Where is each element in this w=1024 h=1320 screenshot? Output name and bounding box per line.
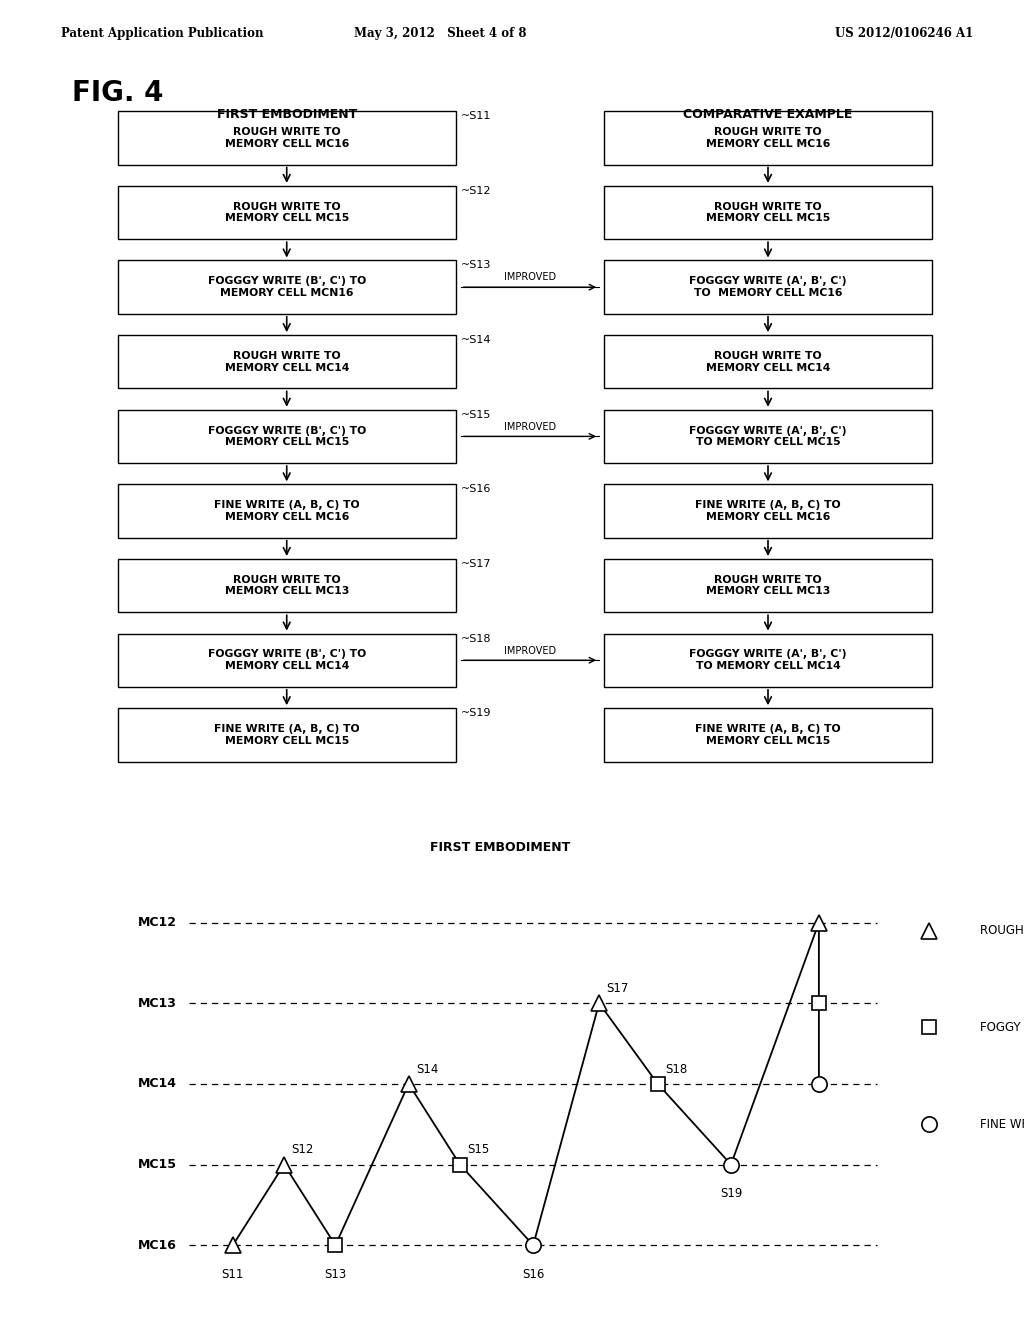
Text: FIRST EMBODIMENT: FIRST EMBODIMENT	[217, 108, 356, 121]
Text: FOGGGY WRITE (B', C') TO
MEMORY CELL MCN16: FOGGGY WRITE (B', C') TO MEMORY CELL MCN…	[208, 276, 366, 298]
Text: FOGGGY WRITE (A', B', C')
TO  MEMORY CELL MC16: FOGGGY WRITE (A', B', C') TO MEMORY CELL…	[689, 276, 847, 298]
Text: MC16: MC16	[138, 1238, 177, 1251]
Text: S17: S17	[606, 982, 629, 995]
Text: ROUGH WRITE TO
MEMORY CELL MC15: ROUGH WRITE TO MEMORY CELL MC15	[224, 202, 349, 223]
Text: FOGGY WRITE: FOGGY WRITE	[980, 1020, 1024, 1034]
Bar	[118, 186, 456, 239]
Text: S14: S14	[416, 1063, 438, 1076]
Text: FINE WRITE (A, B, C) TO
MEMORY CELL MC16: FINE WRITE (A, B, C) TO MEMORY CELL MC16	[695, 500, 841, 521]
Text: IMPROVED: IMPROVED	[504, 272, 556, 282]
Text: MC12: MC12	[138, 916, 177, 929]
Text: S11: S11	[221, 1267, 244, 1280]
Text: COMPARATIVE EXAMPLE: COMPARATIVE EXAMPLE	[683, 108, 853, 121]
Bar	[118, 634, 456, 686]
Text: S15: S15	[467, 1143, 489, 1156]
Bar	[604, 186, 932, 239]
Bar	[118, 111, 456, 165]
Bar	[118, 260, 456, 314]
Text: FINE WRITE (A, B, C) TO
MEMORY CELL MC15: FINE WRITE (A, B, C) TO MEMORY CELL MC15	[214, 725, 359, 746]
Bar	[604, 708, 932, 762]
Bar	[604, 335, 932, 388]
Text: FOGGGY WRITE (B', C') TO
MEMORY CELL MC14: FOGGGY WRITE (B', C') TO MEMORY CELL MC1…	[208, 649, 366, 671]
Text: MC14: MC14	[138, 1077, 177, 1090]
Text: FOGGGY WRITE (A', B', C')
TO MEMORY CELL MC14: FOGGGY WRITE (A', B', C') TO MEMORY CELL…	[689, 649, 847, 671]
Text: ~S16: ~S16	[461, 484, 492, 494]
Bar	[118, 558, 456, 612]
Text: ~S19: ~S19	[461, 708, 492, 718]
Text: May 3, 2012   Sheet 4 of 8: May 3, 2012 Sheet 4 of 8	[354, 26, 526, 40]
Text: IMPROVED: IMPROVED	[504, 421, 556, 432]
Text: S18: S18	[665, 1063, 687, 1076]
Text: S13: S13	[325, 1267, 346, 1280]
Text: FOGGGY WRITE (B', C') TO
MEMORY CELL MC15: FOGGGY WRITE (B', C') TO MEMORY CELL MC1…	[208, 425, 366, 447]
Bar	[604, 409, 932, 463]
Bar	[604, 111, 932, 165]
Text: S12: S12	[292, 1143, 313, 1156]
Bar	[604, 558, 932, 612]
Text: ROUGH WRITE TO
MEMORY CELL MC14: ROUGH WRITE TO MEMORY CELL MC14	[706, 351, 830, 372]
Text: MC13: MC13	[138, 997, 177, 1010]
Text: ~S12: ~S12	[461, 186, 492, 195]
Text: ROUGH WRITE TO
MEMORY CELL MC15: ROUGH WRITE TO MEMORY CELL MC15	[706, 202, 830, 223]
Text: S16: S16	[522, 1267, 545, 1280]
Bar	[604, 634, 932, 686]
Text: MC15: MC15	[138, 1158, 177, 1171]
Text: S19: S19	[720, 1187, 742, 1200]
Text: ~S14: ~S14	[461, 335, 492, 345]
Text: FINE WRITE: FINE WRITE	[980, 1118, 1024, 1131]
Text: FINE WRITE (A, B, C) TO
MEMORY CELL MC16: FINE WRITE (A, B, C) TO MEMORY CELL MC16	[214, 500, 359, 521]
Bar	[118, 484, 456, 537]
Text: IMPROVED: IMPROVED	[504, 645, 556, 656]
Text: ~S13: ~S13	[461, 260, 492, 271]
Text: ~S11: ~S11	[461, 111, 492, 121]
Text: FINE WRITE (A, B, C) TO
MEMORY CELL MC15: FINE WRITE (A, B, C) TO MEMORY CELL MC15	[695, 725, 841, 746]
Bar	[604, 484, 932, 537]
Bar	[604, 260, 932, 314]
Text: ~S15: ~S15	[461, 409, 492, 420]
Text: Patent Application Publication: Patent Application Publication	[61, 26, 264, 40]
Text: FIRST EMBODIMENT: FIRST EMBODIMENT	[430, 841, 570, 854]
Text: ~S17: ~S17	[461, 558, 492, 569]
Text: FIG. 4: FIG. 4	[72, 79, 163, 107]
Text: ROUGH WRITE TO
MEMORY CELL MC13: ROUGH WRITE TO MEMORY CELL MC13	[224, 574, 349, 597]
Text: ROUGH WRITE TO
MEMORY CELL MC13: ROUGH WRITE TO MEMORY CELL MC13	[706, 574, 830, 597]
Bar	[118, 708, 456, 762]
Bar	[118, 409, 456, 463]
Text: US 2012/0106246 A1: US 2012/0106246 A1	[835, 26, 973, 40]
Text: FOGGGY WRITE (A', B', C')
TO MEMORY CELL MC15: FOGGGY WRITE (A', B', C') TO MEMORY CELL…	[689, 425, 847, 447]
Bar	[118, 335, 456, 388]
Text: ROUGH WRITE TO
MEMORY CELL MC14: ROUGH WRITE TO MEMORY CELL MC14	[224, 351, 349, 372]
Text: ROUGH WRITE: ROUGH WRITE	[980, 924, 1024, 937]
Text: ~S18: ~S18	[461, 634, 492, 644]
Text: ROUGH WRITE TO
MEMORY CELL MC16: ROUGH WRITE TO MEMORY CELL MC16	[706, 127, 830, 149]
Text: ROUGH WRITE TO
MEMORY CELL MC16: ROUGH WRITE TO MEMORY CELL MC16	[224, 127, 349, 149]
